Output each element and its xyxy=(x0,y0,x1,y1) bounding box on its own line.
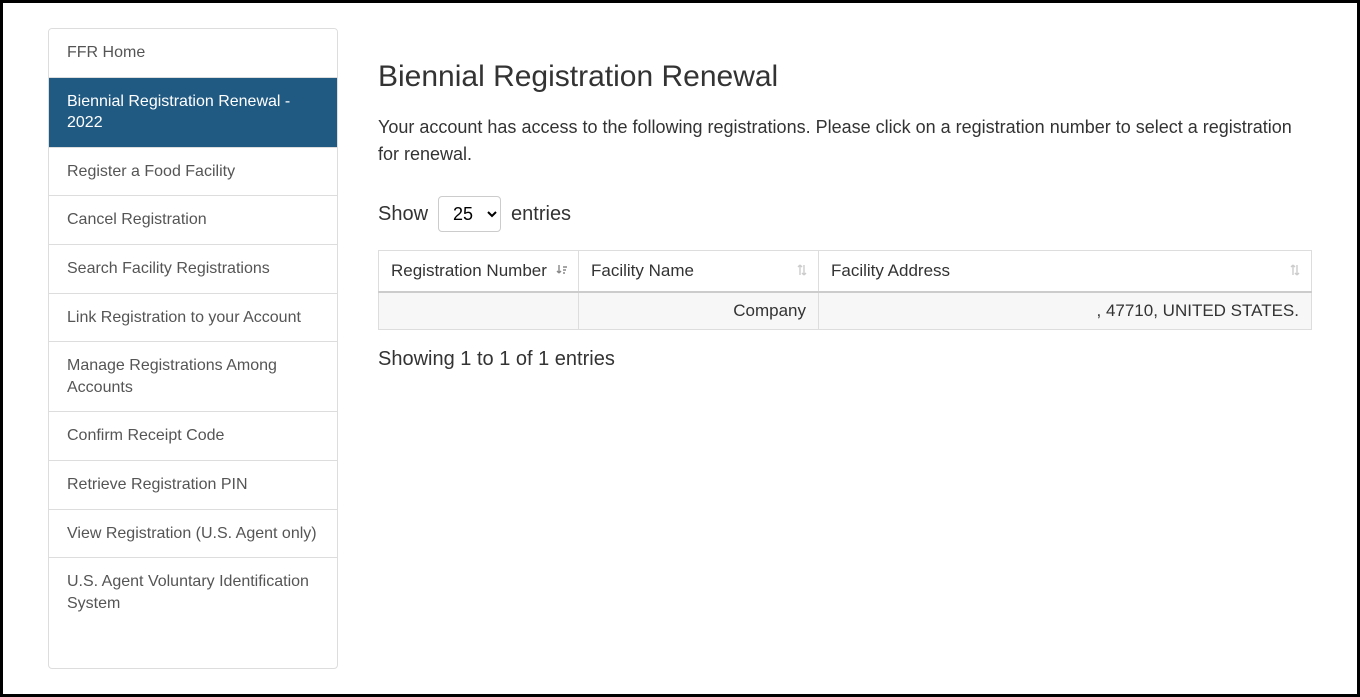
registrations-table: Registration Number Facility Name Facili… xyxy=(378,250,1312,330)
cell-facility-name: Company xyxy=(579,292,819,330)
table-header-row: Registration Number Facility Name Facili… xyxy=(379,251,1312,293)
cell-registration-number[interactable] xyxy=(379,292,579,330)
sidebar-item-manage-registrations[interactable]: Manage Registrations Among Accounts xyxy=(49,342,337,412)
sidebar-item-confirm-receipt[interactable]: Confirm Receipt Code xyxy=(49,412,337,461)
intro-text: Your account has access to the following… xyxy=(378,114,1312,168)
sort-asc-icon xyxy=(556,263,568,279)
entries-control: Show 25 entries xyxy=(378,196,1312,232)
col-facility-name[interactable]: Facility Name xyxy=(579,251,819,293)
sidebar-item-us-agent-voluntary[interactable]: U.S. Agent Voluntary Identification Syst… xyxy=(49,558,337,627)
col-label: Facility Address xyxy=(831,261,950,280)
sidebar-item-retrieve-pin[interactable]: Retrieve Registration PIN xyxy=(49,461,337,510)
sidebar-item-register-facility[interactable]: Register a Food Facility xyxy=(49,148,337,197)
entries-select[interactable]: 25 xyxy=(438,196,501,232)
sidebar-item-link-registration[interactable]: Link Registration to your Account xyxy=(49,294,337,343)
col-label: Facility Name xyxy=(591,261,694,280)
table-row[interactable]: Company , 47710, UNITED STATES. xyxy=(379,292,1312,330)
sidebar-item-search-registrations[interactable]: Search Facility Registrations xyxy=(49,245,337,294)
col-registration-number[interactable]: Registration Number xyxy=(379,251,579,293)
entries-suffix-label: entries xyxy=(511,203,571,226)
app-frame: FFR Home Biennial Registration Renewal -… xyxy=(0,0,1360,697)
sort-both-icon xyxy=(796,263,808,279)
sort-both-icon xyxy=(1289,263,1301,279)
entries-show-label: Show xyxy=(378,203,428,226)
col-label: Registration Number xyxy=(391,261,547,280)
main-content: Biennial Registration Renewal Your accou… xyxy=(338,28,1312,669)
cell-facility-address: , 47710, UNITED STATES. xyxy=(819,292,1312,330)
sidebar-nav: FFR Home Biennial Registration Renewal -… xyxy=(48,28,338,669)
page-title: Biennial Registration Renewal xyxy=(378,60,1312,94)
sidebar-item-view-registration[interactable]: View Registration (U.S. Agent only) xyxy=(49,510,337,559)
sidebar-item-ffr-home[interactable]: FFR Home xyxy=(49,29,337,78)
sidebar-item-biennial-renewal[interactable]: Biennial Registration Renewal - 2022 xyxy=(49,78,337,148)
sidebar-item-cancel-registration[interactable]: Cancel Registration xyxy=(49,196,337,245)
table-footer-text: Showing 1 to 1 of 1 entries xyxy=(378,348,1312,371)
col-facility-address[interactable]: Facility Address xyxy=(819,251,1312,293)
